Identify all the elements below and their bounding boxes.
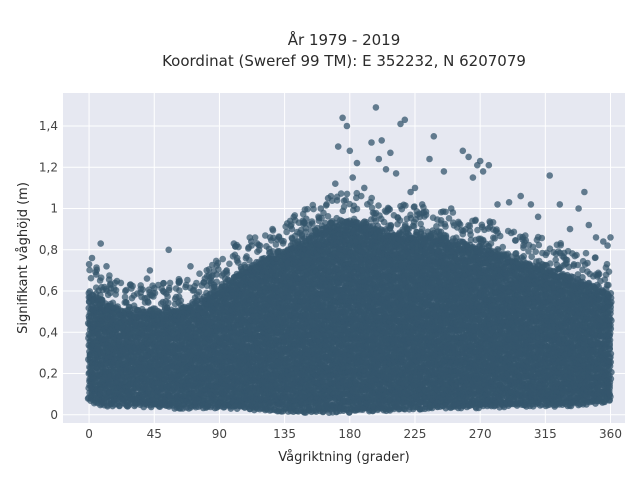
- scatter-series: [84, 189, 615, 417]
